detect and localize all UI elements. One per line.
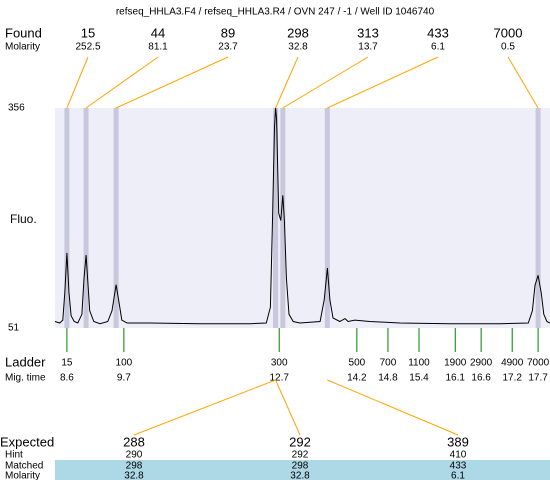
found-size: 15 [81,25,95,40]
found-size: 7000 [494,25,523,40]
y-axis-label: Fluo. [10,212,37,226]
matched-highlight [55,460,550,480]
y-tick-label: 51 [8,323,20,334]
ladder-size: 100 [116,358,133,369]
ladder-size: 2900 [470,358,493,369]
found-molarity: 23.7 [218,42,238,53]
ladder-time: 9.7 [117,373,131,384]
expected-connector [275,379,301,436]
ladder-size: 15 [61,358,73,369]
found-molarity: 252.5 [75,42,100,53]
ladder-size: 7000 [527,358,550,369]
found-connector [275,56,299,109]
expected-cell: 298 [126,461,143,472]
ladder-time: 12.7 [269,373,289,384]
ladder-size: 1900 [444,358,467,369]
found-size: 313 [357,25,379,40]
found-label: Found [5,25,42,40]
found-size: 44 [151,25,165,40]
expected-cell: 292 [289,434,311,449]
expected-cell: 433 [450,461,467,472]
expected-connector [133,379,276,436]
peak-band [535,108,541,328]
ladder-label: Ladder [5,354,46,369]
peak-band [83,108,89,328]
ladder-size: 4900 [501,358,524,369]
row-label: Hint [5,450,23,461]
peak-band [273,108,279,328]
found-size: 298 [287,25,309,40]
found-molarity: 32.8 [288,42,308,53]
row-label: Expected [0,434,54,449]
trace [54,107,550,325]
title: refseq_HHLA3.F4 / refseq_HHLA3.R4 / OVN … [116,7,435,18]
ladder-size: 1100 [408,358,430,369]
ladder-time: 16.1 [446,373,466,384]
peak-band [324,108,330,328]
expected-cell: 410 [450,450,467,461]
mig-time-label: Mig. time [5,373,46,384]
ladder-time: 17.7 [528,373,548,384]
found-connector [85,56,159,109]
row-label: Molarity [5,471,40,480]
ladder-size: 500 [349,358,366,369]
expected-cell: 288 [123,434,145,449]
plot-area [55,108,550,328]
found-size: 433 [427,25,449,40]
expected-cell: 32.8 [124,471,144,480]
ladder-time: 17.2 [502,373,522,384]
ladder-time: 14.2 [347,373,367,384]
found-size: 89 [221,25,235,40]
found-connector [327,56,439,109]
ladder-size: 300 [271,358,288,369]
expected-cell: 32.8 [290,471,310,480]
expected-cell: 290 [126,450,143,461]
molarity-label: Molarity [5,42,40,53]
expected-cell: 292 [292,450,309,461]
expected-cell: 6.1 [451,471,465,480]
found-connector [282,56,369,109]
ladder-time: 8.6 [60,373,74,384]
found-connector [115,56,229,109]
peak-band [280,108,286,328]
found-connector [66,56,89,109]
peak-band [113,108,119,328]
peak-band [64,108,70,328]
found-molarity: 6.1 [431,42,445,53]
ladder-time: 14.8 [378,373,398,384]
ladder-time: 16.6 [471,373,491,384]
found-molarity: 13.7 [358,42,378,53]
found-connector [507,56,539,109]
expected-connector [327,379,459,436]
expected-cell: 389 [447,434,469,449]
ladder-time: 15.4 [409,373,429,384]
ladder-size: 700 [380,358,397,369]
row-label: Matched [5,461,43,472]
y-tick-label: 356 [8,103,25,114]
found-molarity: 0.5 [501,42,515,53]
expected-cell: 298 [292,461,309,472]
found-molarity: 81.1 [148,42,168,53]
